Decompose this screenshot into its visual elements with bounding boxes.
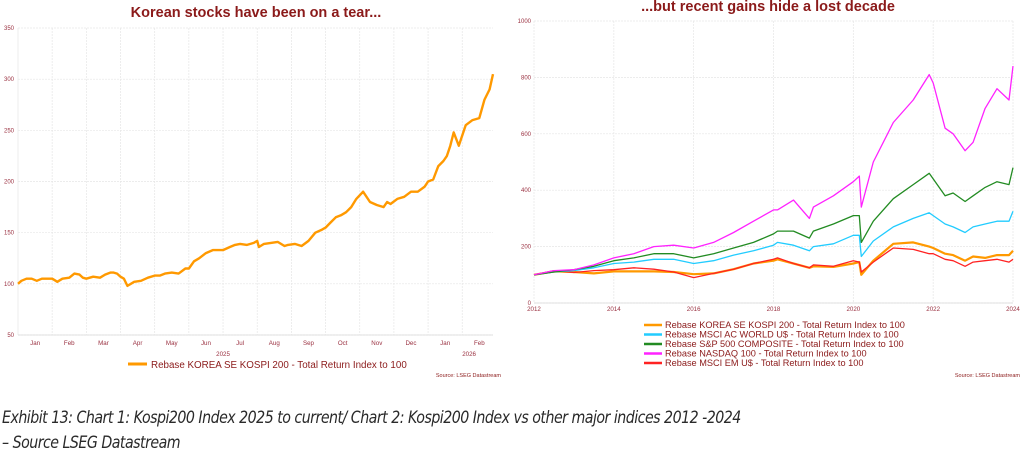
- chart2-source: Source: LSEG Datastream: [955, 373, 1021, 379]
- chart1-xtick-label: Nov: [371, 340, 383, 347]
- chart1-ytick-label: 250: [4, 128, 15, 134]
- chart1-xtick-label: Jan: [30, 340, 41, 347]
- series-line-s-p-500-composite: [533, 167, 1014, 276]
- series-line-msci-em-u: [533, 247, 1014, 279]
- series-line-kospi200: [17, 73, 495, 288]
- chart2-xtick-label: 2018: [767, 306, 781, 313]
- chart2-xtick-label: 2024: [1006, 306, 1020, 313]
- chart1-ytick-label: 350: [4, 26, 15, 32]
- chart2-y-axis: 0 200 400 600 800 1000: [518, 19, 532, 307]
- chart2-ytick-label: 200: [521, 245, 532, 251]
- chart2-ytick-label: 0: [528, 301, 532, 307]
- chart2-xtick-label: 2016: [687, 306, 701, 313]
- chart-kospi-2025: Korean stocks have been on a tear... 50 1…: [4, 5, 502, 379]
- chart1-ytick-label: 150: [4, 231, 15, 237]
- chart1-xtick-label: Mar: [98, 340, 109, 347]
- chart2-title: ...but recent gains hide a lost decade: [641, 0, 895, 15]
- legend-label-msci-ac-world-u: Rebase MSCI AC WORLD U$ - Total Return I…: [665, 330, 899, 340]
- chart1-x-axis: Jan Feb Mar Apr May Jun Jul Aug Sep Oct Nov Dec Jan F…: [30, 340, 485, 358]
- series-line-korea-se-kospi-200: [533, 241, 1014, 276]
- chart2-xtick-label: 2020: [846, 306, 860, 313]
- chart2-ytick-label: 1000: [518, 19, 532, 25]
- chart1-ytick-label: 50: [7, 333, 14, 339]
- chart2-lines: [533, 66, 1014, 279]
- chart1-xtick-label: Aug: [269, 340, 281, 347]
- exhibit-caption: Exhibit 13: Chart 1: Kospi200 Index 2025…: [2, 405, 862, 455]
- chart1-title: Korean stocks have been on a tear...: [131, 5, 382, 21]
- chart1-xtick-label: Feb: [64, 340, 75, 347]
- chart2-grid: [533, 20, 1014, 304]
- chart-indices-2012-2024: ...but recent gains hide a lost decade 0…: [518, 0, 1021, 379]
- chart1-y-axis: 50 100 150 200 250 300 350: [4, 26, 15, 339]
- chart1-xtick-label: Apr: [133, 340, 143, 347]
- chart1-xtick-label: Feb: [474, 340, 485, 347]
- chart1-xtick-label: May: [166, 340, 179, 347]
- chart1-xtick-label: Jun: [201, 340, 212, 347]
- chart1-year-label: 2026: [462, 351, 476, 358]
- legend-label-s-p-500-composite: Rebase S&P 500 COMPOSITE - Total Return …: [665, 339, 904, 349]
- caption-line-1: Exhibit 13: Chart 1: Kospi200 Index 2025…: [2, 408, 741, 427]
- legend-label-korea-se-kospi-200: Rebase KOREA SE KOSPI 200 - Total Return…: [665, 320, 905, 330]
- chart1-legend: Rebase KOREA SE KOSPI 200 - Total Return…: [128, 360, 407, 371]
- chart2-xtick-label: 2012: [527, 306, 541, 313]
- chart2-xtick-label: 2022: [926, 306, 940, 313]
- chart2-legend: Rebase KOREA SE KOSPI 200 - Total Return…: [644, 320, 905, 368]
- series-line-msci-ac-world-u: [533, 211, 1014, 276]
- chart2-ytick-label: 800: [521, 75, 532, 81]
- chart1-year-label: 2025: [216, 351, 230, 358]
- chart1-ytick-label: 100: [4, 282, 15, 288]
- chart1-source: Source: LSEG Datastream: [436, 373, 502, 379]
- legend-label-msci-em-u: Rebase MSCI EM U$ - Total Return Index t…: [665, 358, 863, 368]
- chart1-xtick-label: Jul: [236, 340, 244, 347]
- chart2-ytick-label: 400: [521, 188, 532, 194]
- chart1-ytick-label: 200: [4, 180, 15, 186]
- chart2-x-axis: 2012 2014 2016 2018 2020 2022 2024: [527, 306, 1020, 313]
- series-line-nasdaq-100: [533, 66, 1014, 276]
- chart1-xtick-label: Dec: [405, 340, 416, 347]
- chart1-xtick-label: Sep: [303, 340, 315, 347]
- chart2-xtick-label: 2014: [607, 306, 621, 313]
- chart2-ytick-label: 600: [521, 132, 532, 138]
- chart1-xtick-label: Oct: [338, 340, 348, 347]
- chart1-xtick-label: Jan: [440, 340, 451, 347]
- chart1-grid: [17, 27, 493, 336]
- legend-label-nasdaq-100: Rebase NASDAQ 100 - Total Return Index t…: [665, 349, 867, 359]
- legend-label-kospi200: Rebase KOREA SE KOSPI 200 - Total Return…: [151, 360, 407, 371]
- caption-line-2: – Source LSEG Datastream: [2, 433, 181, 452]
- chart1-ytick-label: 300: [4, 77, 15, 83]
- chart1-lines: [17, 73, 495, 288]
